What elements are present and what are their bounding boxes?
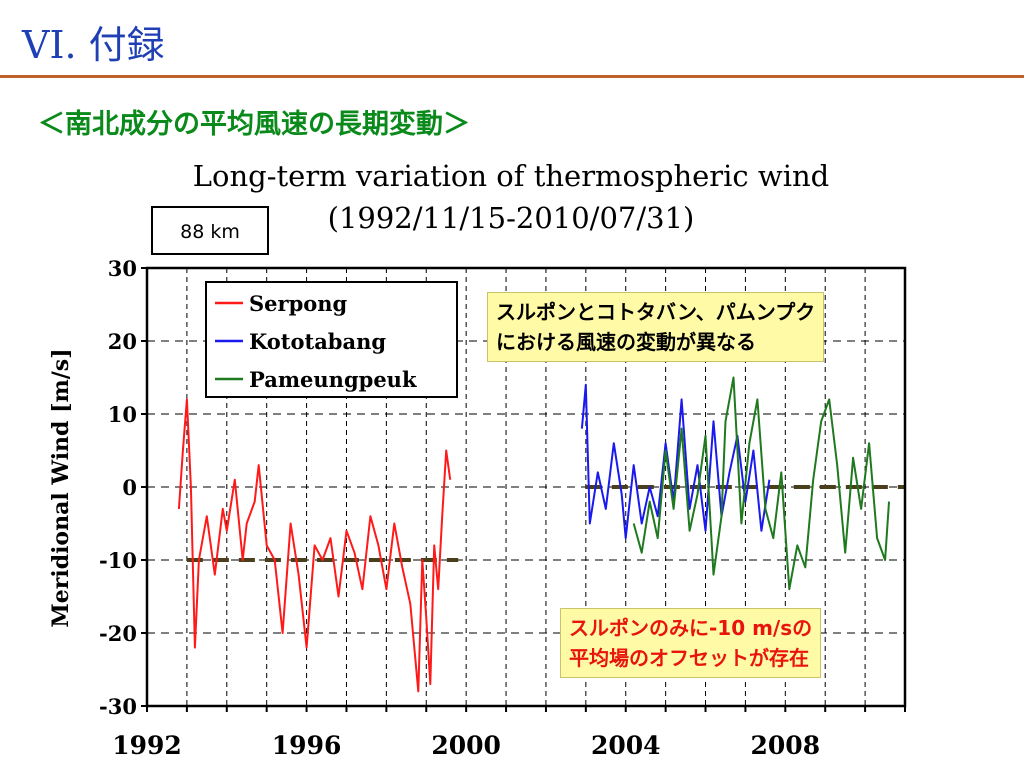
legend-label: Serpong <box>249 291 348 316</box>
legend-label: Kototabang <box>249 329 386 354</box>
y-axis-label: Meridional Wind [m/s] <box>48 348 74 627</box>
x-tick-label: 2008 <box>751 731 821 760</box>
note-line: 平均場のオフセットが存在 <box>569 646 809 670</box>
note-line: における風速の変動が異なる <box>496 330 756 354</box>
slide-subtitle: ＜南北成分の平均風速の長期変動＞ <box>38 109 470 140</box>
y-tick-label: -20 <box>99 621 137 646</box>
y-tick-label: -30 <box>99 694 137 719</box>
legend-label: Pameungpeuk <box>249 367 417 392</box>
y-tick-label: 30 <box>108 256 137 281</box>
x-tick-label: 2004 <box>591 731 661 760</box>
y-tick-label: 20 <box>108 329 137 354</box>
altitude-label: 88 km <box>180 221 240 243</box>
x-tick-label: 2000 <box>431 731 501 760</box>
y-tick-label: 10 <box>108 402 137 427</box>
x-tick-label: 1996 <box>272 731 342 760</box>
note-variation-difference: スルポンとコトタバン、パムンプク における風速の変動が異なる <box>487 292 825 362</box>
series-line-pameungpeuk <box>632 376 890 591</box>
note-serpong-offset: スルポンのみに-10 m/sの 平均場のオフセットが存在 <box>560 608 822 678</box>
note-line: スルポンとコトタバン、パムンプク <box>496 300 816 324</box>
x-tick-label: 1992 <box>112 731 182 760</box>
slide-title: VI. 付録 <box>22 23 165 67</box>
axis-ticks: 30 20 10 0 -10 -20 -30 1992 1996 2000 2004 2008 <box>99 256 906 760</box>
title-divider <box>0 75 1024 78</box>
y-tick-label: -10 <box>99 548 137 573</box>
chart-subtitle: (1992/11/15-2010/07/31) <box>328 201 695 235</box>
legend: Serpong Kototabang Pameungpeuk <box>205 281 458 398</box>
altitude-box: 88 km <box>151 206 269 255</box>
note-line: スルポンのみに-10 m/sの <box>569 616 813 640</box>
series-line-serpong <box>177 398 452 693</box>
chart-title: Long-term variation of thermospheric win… <box>193 159 830 193</box>
y-tick-label: 0 <box>122 475 137 500</box>
series-lines <box>177 376 890 693</box>
